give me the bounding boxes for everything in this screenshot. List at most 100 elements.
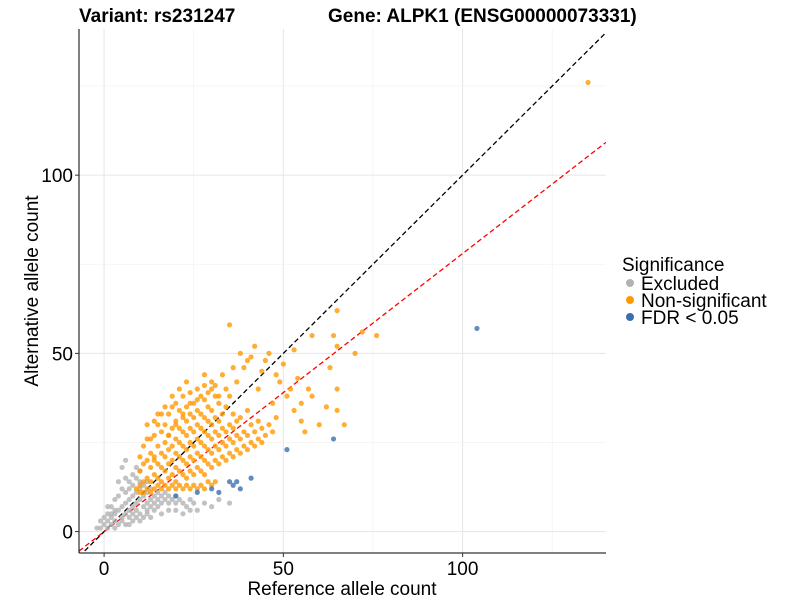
data-point: [130, 511, 136, 517]
data-point: [123, 521, 129, 528]
data-point: [123, 489, 129, 496]
data-point: [209, 464, 215, 471]
data-point: [216, 496, 222, 503]
data-point: [101, 514, 107, 520]
legend-key: [626, 296, 634, 304]
data-point: [191, 500, 197, 506]
data-point: [180, 500, 186, 506]
data-point: [266, 422, 272, 428]
data-point: [284, 393, 290, 399]
data-point: [298, 418, 304, 424]
data-point: [198, 411, 204, 417]
data-point: [133, 486, 139, 492]
data-point: [187, 507, 193, 513]
y-axis-title: Alternative allele count: [22, 195, 43, 387]
data-point: [327, 365, 333, 371]
data-point: [223, 443, 229, 449]
data-point: [330, 436, 337, 442]
data-point: [226, 322, 233, 328]
data-point: [194, 407, 200, 414]
data-point: [212, 382, 218, 389]
data-point: [180, 393, 186, 399]
data-point: [108, 521, 114, 528]
data-point: [180, 486, 186, 492]
data-point: [277, 379, 283, 385]
data-point: [140, 443, 147, 449]
data-point: [130, 493, 136, 499]
data-point: [155, 504, 161, 510]
data-point: [137, 486, 143, 492]
data-point: [173, 436, 179, 442]
data-point: [180, 429, 186, 435]
data-point: [162, 489, 168, 496]
data-point: [140, 479, 147, 485]
data-point: [151, 418, 157, 424]
data-point: [187, 468, 193, 474]
y-tick-label: 100: [41, 166, 73, 187]
legend-label: Non-significant: [641, 291, 767, 312]
data-point: [334, 386, 340, 392]
data-point: [201, 471, 208, 478]
data-point: [105, 511, 111, 517]
data-point: [205, 447, 211, 453]
data-point: [162, 468, 168, 474]
legend-title: Significance: [622, 255, 724, 276]
data-point: [140, 482, 147, 488]
data-point: [209, 422, 215, 428]
data-point: [237, 486, 243, 492]
data-point: [144, 436, 150, 442]
data-point: [244, 407, 251, 414]
data-point: [266, 350, 272, 356]
data-point: [155, 489, 161, 496]
data-point: [130, 482, 136, 488]
legend-key: [626, 313, 634, 321]
data-point: [166, 507, 172, 513]
data-point: [352, 350, 358, 356]
data-point: [148, 514, 154, 520]
data-point: [198, 454, 204, 460]
data-point: [230, 439, 236, 446]
data-point: [137, 496, 143, 503]
data-point: [212, 457, 218, 463]
data-point: [216, 400, 222, 406]
data-point: [130, 504, 136, 510]
data-point: [155, 461, 161, 467]
data-point: [183, 379, 190, 385]
data-point: [201, 486, 208, 492]
x-axis-title: Reference allele count: [247, 579, 437, 600]
data-point: [341, 422, 347, 428]
data-point: [162, 404, 168, 410]
data-point: [209, 386, 215, 392]
legend-key: [626, 279, 634, 287]
data-point: [269, 400, 276, 406]
data-point: [162, 454, 168, 460]
data-point: [140, 461, 147, 467]
data-point: [173, 422, 179, 428]
data-point: [273, 414, 279, 421]
data-point: [330, 332, 337, 339]
data-point: [133, 489, 139, 496]
data-point: [119, 486, 125, 492]
data-point: [191, 429, 197, 435]
data-point: [216, 418, 222, 424]
data-point: [130, 518, 136, 524]
data-point: [209, 504, 215, 510]
data-point: [237, 350, 243, 356]
data-point: [216, 447, 222, 453]
data-point: [373, 332, 380, 339]
data-point: [101, 521, 107, 528]
data-point: [133, 514, 139, 520]
data-point: [191, 482, 197, 488]
data-point: [166, 461, 172, 467]
data-point: [216, 489, 222, 496]
x-tick-label: 50: [273, 559, 294, 580]
data-point: [148, 479, 154, 485]
data-point: [112, 496, 118, 503]
data-point: [162, 422, 168, 428]
data-point: [158, 464, 165, 471]
data-point: [126, 486, 132, 492]
data-point: [173, 500, 179, 506]
data-point: [148, 486, 154, 492]
data-point: [194, 436, 200, 442]
data-point: [226, 393, 233, 399]
